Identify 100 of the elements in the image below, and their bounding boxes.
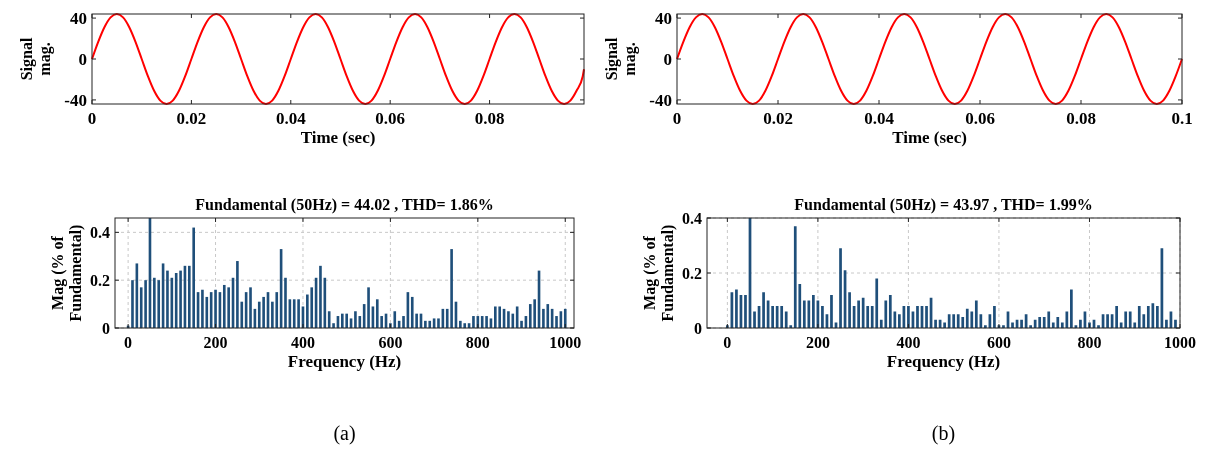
y-tick-label: 0.2 xyxy=(682,264,702,282)
bar xyxy=(1174,319,1177,328)
bar xyxy=(257,301,261,328)
y-axis-title: Signal mag. xyxy=(603,37,639,81)
bar xyxy=(345,313,348,328)
x-tick-label: 0.04 xyxy=(864,109,895,128)
bar xyxy=(555,316,558,328)
y-tick-label: 0 xyxy=(102,319,110,337)
bar xyxy=(753,311,756,328)
bar xyxy=(450,249,453,328)
bar xyxy=(1070,289,1073,328)
bar xyxy=(793,226,797,328)
x-tick-label: 200 xyxy=(203,334,228,351)
bar xyxy=(459,320,462,328)
x-axis-title: Frequency (Hz) xyxy=(287,352,402,371)
y-tick-label: 0 xyxy=(694,319,702,337)
y-tick-label: 0 xyxy=(663,49,672,69)
x-tick-label: 600 xyxy=(378,334,403,351)
bar xyxy=(775,306,779,328)
bar xyxy=(784,311,788,328)
bar xyxy=(993,306,996,328)
bar xyxy=(848,292,851,328)
bar xyxy=(144,280,147,328)
bar xyxy=(956,314,960,328)
bar xyxy=(1079,319,1082,328)
bar xyxy=(884,300,888,328)
bar xyxy=(1033,319,1037,328)
bar xyxy=(179,270,182,328)
chart-title: Fundamental (50Hz) = 43.97 , THD= 1.99% xyxy=(794,196,1093,214)
x-tick-label: 800 xyxy=(465,334,490,351)
bar xyxy=(1165,319,1168,328)
bar xyxy=(367,287,370,328)
bar xyxy=(520,320,523,328)
bar xyxy=(861,297,865,328)
bar xyxy=(934,319,937,328)
bar xyxy=(1124,311,1128,328)
y-tick-label: -40 xyxy=(649,90,672,110)
x-tick-label: 0.06 xyxy=(965,109,995,128)
y-axis-title: Signal mag. xyxy=(18,37,54,81)
x-tick-label: 0.06 xyxy=(375,109,406,128)
bar xyxy=(494,306,497,328)
y-axis-title: Mag (% of Fundamental) xyxy=(49,224,85,322)
bar xyxy=(222,284,226,328)
x-tick-label: 0.08 xyxy=(474,109,505,128)
x-axis-title: Time (sec) xyxy=(300,128,376,147)
bar xyxy=(310,287,314,328)
bar xyxy=(952,314,956,328)
bar xyxy=(428,320,432,328)
bar xyxy=(327,311,331,328)
bar xyxy=(437,318,440,328)
x-tick-label: 400 xyxy=(896,334,921,351)
text: (a) xyxy=(333,422,356,445)
bar xyxy=(214,289,217,328)
bar xyxy=(542,308,545,328)
bar xyxy=(402,316,405,328)
bar xyxy=(192,227,195,328)
bar xyxy=(375,299,379,328)
bar xyxy=(974,300,978,328)
x-tick-label: 0.02 xyxy=(763,109,793,128)
bar xyxy=(563,308,567,328)
bar xyxy=(1115,306,1118,328)
bar xyxy=(424,320,427,328)
bar xyxy=(498,306,501,328)
y-tick-label: 0 xyxy=(78,49,87,69)
bar xyxy=(821,306,824,328)
bar xyxy=(947,314,951,328)
bar xyxy=(970,311,974,328)
bar xyxy=(780,306,784,328)
y-tick-label: 0.4 xyxy=(682,209,702,227)
bar xyxy=(1020,319,1023,328)
x-tick-label: 0.08 xyxy=(1066,109,1096,128)
bar xyxy=(812,295,815,328)
bar xyxy=(857,300,860,328)
x-axis-title: Time (sec) xyxy=(892,128,967,147)
bar xyxy=(888,295,892,328)
bar xyxy=(1056,317,1060,328)
bar xyxy=(916,306,919,328)
bar xyxy=(771,306,774,328)
bar xyxy=(907,306,910,328)
bar xyxy=(410,296,414,328)
bar xyxy=(1137,306,1141,328)
bar xyxy=(898,314,901,328)
text: (b) xyxy=(931,422,956,445)
bar xyxy=(965,308,969,328)
bar xyxy=(1156,306,1159,328)
bar xyxy=(1151,303,1155,328)
bar xyxy=(507,311,510,328)
bar xyxy=(1038,317,1042,328)
bar xyxy=(319,265,322,328)
bar xyxy=(157,280,161,328)
y-tick-label: 40 xyxy=(655,9,672,29)
bar xyxy=(297,299,300,328)
x-tick-label: 1000 xyxy=(1164,334,1196,351)
chart-title: Fundamental (50Hz) = 44.02 , THD= 1.86% xyxy=(195,196,494,214)
x-tick-label: 0 xyxy=(723,334,732,351)
x-tick-label: 0.02 xyxy=(176,109,207,128)
bar xyxy=(839,248,842,328)
bar xyxy=(961,317,965,328)
bar xyxy=(1128,311,1132,328)
x-tick-label: 600 xyxy=(986,334,1011,351)
